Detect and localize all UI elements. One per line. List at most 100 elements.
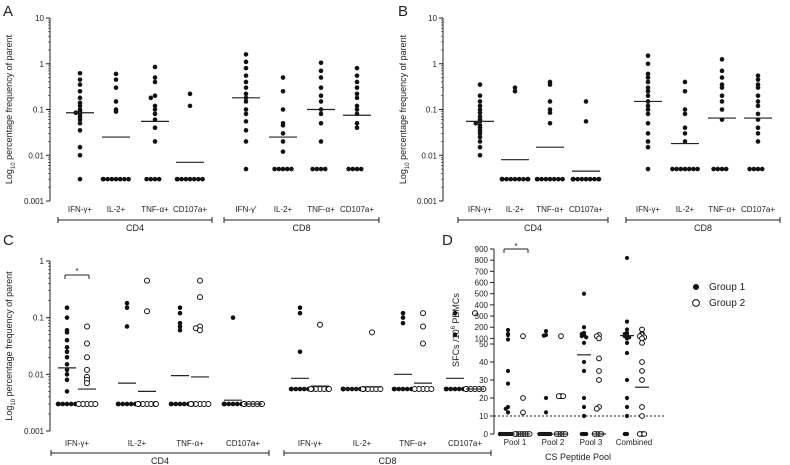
panel-b-cd4-point: [547, 82, 553, 87]
panel-b-cd4-point: [534, 176, 540, 182]
panel-d-group1-point: [581, 404, 587, 410]
panel-b-cd4-point: [477, 152, 483, 158]
panel-a-cd4-point: [113, 176, 119, 182]
panel-c-group2-point: [92, 400, 99, 407]
panel-a-cd8-point: [280, 123, 286, 128]
panel-c-group1-point: [120, 401, 126, 407]
panel-b-cd8-point: [682, 139, 688, 144]
panel-c-group1-point: [64, 349, 70, 355]
panel-a-cd8-point: [280, 166, 286, 172]
panel-c-group-label: CD8: [378, 456, 396, 465]
panel-d-group1-point: [541, 333, 546, 338]
panel-a-cd4-point: [77, 120, 83, 126]
panel-a-cd4-point: [156, 176, 162, 182]
panel-c-group1-point: [177, 320, 183, 326]
panel-c-group2-point: [197, 327, 203, 334]
panel-c-group1-point: [64, 354, 70, 360]
panel-c-group1-point: [443, 386, 449, 392]
panel-c-group1-point: [301, 386, 307, 392]
panel-b-category-label: IFN-γ+: [468, 205, 493, 214]
panel-a-cd8-point: [272, 166, 277, 172]
panel-a-cd4-point: [187, 176, 193, 182]
panel-c-letter: C: [3, 232, 14, 249]
panel-b-cd8-point: [759, 166, 765, 172]
panel-a-cd4-point: [152, 75, 158, 80]
panel-c-group2-point: [472, 310, 478, 317]
panel-c-group1-point: [181, 401, 187, 407]
panel-a-category-label: CD107a+: [340, 205, 374, 214]
panel-a-cd8-point: [243, 73, 249, 78]
panel-d-group1-point: [505, 327, 511, 333]
panel-b-category-label: IFN-γ+: [636, 205, 661, 214]
panel-d-group1-point: [581, 395, 587, 401]
panel-c-y-axis-label: Log10 percentage frequency of parent: [4, 271, 17, 421]
panel-b-category-label: TNF-α+: [708, 205, 736, 214]
panel-b-cd8-point: [719, 93, 725, 99]
panel-d-y-tick-label: 30: [479, 376, 488, 385]
panel-a-cd8-point: [280, 139, 286, 144]
panel-b-category-label: TNF-α+: [536, 205, 564, 214]
panel-b-cd4-point: [570, 176, 576, 182]
panel-b-cd4-point: [525, 176, 531, 182]
panel-b-cd4-point: [473, 120, 479, 126]
panel-b-cd8-point: [674, 166, 679, 172]
panel-b-cd8-point: [691, 166, 696, 172]
panel-b-cd4-point: [477, 144, 483, 150]
panel-d-group1-point: [505, 332, 511, 338]
panel-b-cd8-point: [682, 166, 688, 172]
panel-a-cd4-point: [174, 176, 180, 182]
panel-c-group2-point: [411, 386, 418, 393]
panel-d-y-tick-label: 700: [475, 267, 489, 276]
panel-b-cd4-point: [583, 99, 589, 104]
panel-b-cd8-point: [755, 166, 761, 172]
panel-d-y-tick-label: 10: [479, 412, 488, 421]
panel-a-cd8-point: [350, 166, 356, 172]
panel-a-cd4-point: [187, 103, 193, 109]
panel-b-cd8-point: [719, 75, 725, 80]
panel-b-cd4-point: [512, 85, 518, 90]
panel-b-cd4-point: [516, 176, 522, 182]
panel-c-group1-point: [288, 386, 294, 392]
panel-b-cd8-point: [719, 57, 725, 62]
panel-d-group1-point: [581, 325, 587, 330]
panel-d-group1-point: [503, 406, 508, 411]
panel-a-cd8-point: [280, 75, 286, 80]
panel-b-cd4-point: [547, 99, 553, 104]
panel-b-cd4-point: [477, 107, 483, 112]
panel-a-category-label: TNF-α+: [141, 205, 169, 214]
panel-a-cd8-point: [354, 107, 360, 112]
panel-d-y-tick-label: 400: [475, 301, 489, 310]
panel-a-cd4-point: [77, 176, 83, 182]
panel-d-y-tick-label: 200: [475, 323, 489, 332]
panel-b-cd8-point: [682, 125, 688, 131]
panel-a-y-tick-label: 10: [35, 14, 44, 23]
panel-a-cd4-point: [113, 109, 119, 114]
panel-d-x-axis-title: CS Peptide Pool: [545, 452, 611, 462]
panel-c-group1-point: [452, 310, 458, 316]
panel-b-cd4-point: [539, 176, 544, 182]
panel-c-group2-point: [205, 400, 212, 407]
panel-b-cd8-point: [711, 166, 716, 172]
panel-c-group2-point: [84, 340, 90, 347]
panel-d-letter: D: [442, 232, 453, 249]
panel-b-category-label: CD107a+: [741, 205, 775, 214]
panel-c-group2-point: [317, 321, 323, 328]
panel-c-y-tick-label: 1: [40, 257, 45, 266]
panel-b-cd8-point: [645, 75, 651, 80]
panel-c-group2-point: [144, 277, 150, 284]
panel-b-cd4-point: [579, 176, 585, 182]
panel-b-cd8-point: [723, 166, 729, 172]
panel-a-cd8-point: [243, 91, 249, 97]
panel-b-cd8-point: [719, 107, 725, 112]
panel-c-category-label: TNF-α+: [399, 439, 427, 448]
panel-a-cd8-point: [354, 103, 360, 109]
panel-d-y-tick-label: 50: [479, 340, 488, 349]
panel-d-group1-point: [584, 431, 589, 437]
panel-d-group1-point: [579, 431, 584, 437]
panel-d-y-tick-label: 500: [475, 290, 489, 299]
panel-a-cd4-point: [77, 144, 83, 150]
panel-c-y-tick-label: 0.01: [28, 370, 44, 379]
panel-a-cd8-point: [322, 166, 328, 172]
panel-b-cd8-point: [682, 107, 688, 112]
panel-b-cd8-point: [755, 85, 761, 90]
